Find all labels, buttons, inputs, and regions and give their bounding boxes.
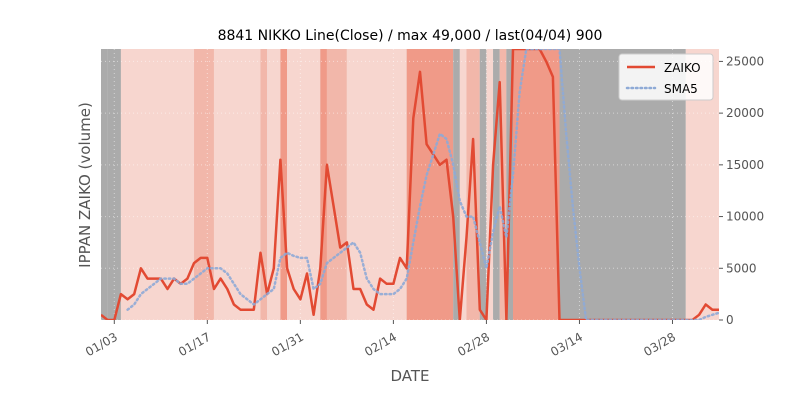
legend: ZAIKO SMA5 xyxy=(618,53,714,101)
band-medium xyxy=(320,49,327,320)
series-line-sma5 xyxy=(126,49,719,320)
band-faint xyxy=(267,49,281,320)
band-gray xyxy=(101,49,108,320)
y-tick-label: 15000 xyxy=(726,158,764,172)
series-lines xyxy=(101,49,719,320)
band-medium xyxy=(280,49,288,320)
y-axis-label: IPPAN ZAIKO (volume) xyxy=(76,102,94,268)
chart-title: 8841 NIKKO Line(Close) / max 49,000 / la… xyxy=(218,28,603,44)
band-faint xyxy=(486,49,494,320)
x-tick-label: 01/31 xyxy=(269,330,306,359)
series-line-zaiko xyxy=(101,49,719,320)
x-axis: 01/03 01/17 01/31 02/14 02/28 03/14 03/28 xyxy=(83,320,678,359)
band-faint xyxy=(287,49,321,320)
x-tick-label: 03/14 xyxy=(548,330,585,359)
x-axis-label: DATE xyxy=(390,367,429,385)
band-faint xyxy=(346,49,407,320)
band-gray xyxy=(479,49,487,320)
band-gray xyxy=(493,49,500,320)
y-tick-label: 0 xyxy=(726,313,734,327)
band-faint xyxy=(120,49,195,320)
band-light xyxy=(260,49,268,320)
x-tick-label: 02/28 xyxy=(455,330,492,359)
legend-label-zaiko: ZAIKO xyxy=(664,61,701,75)
y-tick-label: 10000 xyxy=(726,210,764,224)
band-gray xyxy=(107,49,121,320)
band-faint xyxy=(459,49,467,320)
y-tick-label: 25000 xyxy=(726,54,764,68)
legend-label-sma5: SMA5 xyxy=(664,82,698,96)
band-light xyxy=(194,49,214,320)
x-tick-label: 01/03 xyxy=(83,330,120,359)
plot-area xyxy=(101,49,719,321)
band-medium xyxy=(406,49,454,320)
x-tick-label: 03/28 xyxy=(641,330,678,359)
y-tick-label: 5000 xyxy=(726,261,757,275)
band-faint xyxy=(213,49,261,320)
band-medium xyxy=(513,49,560,320)
x-tick-label: 01/17 xyxy=(176,330,213,359)
y-tick-label: 20000 xyxy=(726,106,764,120)
y-axis: 0 5000 10000 15000 20000 25000 xyxy=(719,54,764,327)
x-tick-label: 02/14 xyxy=(362,330,399,359)
